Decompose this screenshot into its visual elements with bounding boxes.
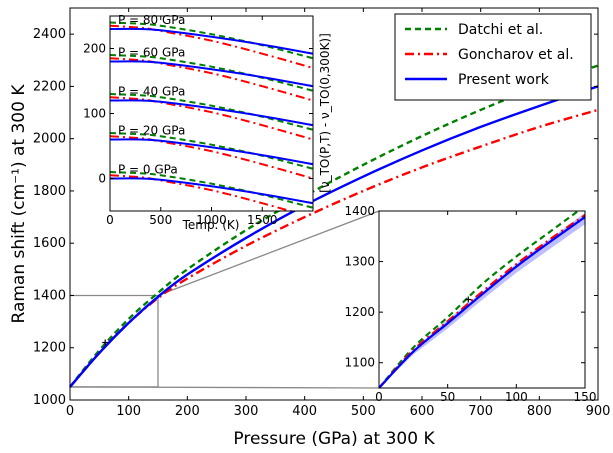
inset-series-line-datchi-et-al — [110, 132, 313, 170]
main-x-axis-label: Pressure (GPa) at 300 K — [233, 429, 435, 449]
legend-label-present: Present work — [458, 72, 550, 88]
inset-series-line-present-work — [110, 177, 313, 205]
y-tick-label: 0 — [98, 172, 106, 186]
zoom-series-line-datchi-et-al — [379, 211, 580, 388]
zoom-series-line-present-work — [379, 216, 585, 388]
inset-series-line-goncharov-et-al — [110, 96, 313, 141]
x-tick-label: 700 — [468, 404, 493, 419]
x-tick-label: 300 — [234, 404, 259, 419]
inset-temp-y-ticks: 0 100 200 — [83, 42, 313, 186]
inset-zoom-data-markers — [465, 296, 472, 303]
inset-series-line-goncharov-et-al — [110, 135, 313, 180]
inset-temp-x-axis-label: Temp. (K) — [182, 218, 240, 232]
y-tick-label: 1400 — [344, 204, 375, 218]
main-chart: 0 100 200 300 400 500 600 700 800 900 10001200140… — [9, 7, 611, 449]
inset-zoom: 0 50 100 150 1100 1200 1300 1400 — [344, 204, 596, 404]
inset-series-line-present-work — [110, 60, 313, 88]
y-tick-label: 1200 — [344, 305, 375, 319]
pressure-annotation: P = 20 GPa — [118, 123, 185, 137]
zoom-connector-line — [69, 386, 380, 389]
inset-zoom-uncertainty-band — [379, 213, 585, 388]
x-tick-label: 0 — [106, 213, 114, 227]
main-series-lines — [69, 64, 599, 388]
inset-series-line-goncharov-et-al — [110, 57, 313, 102]
x-tick-label: 900 — [586, 404, 611, 419]
legend: Datchi et al. Goncharov et al. Present w… — [394, 13, 592, 101]
main-x-ticks: 0 100 200 300 400 500 600 700 800 900 — [66, 8, 611, 419]
zoom-indicator — [69, 210, 380, 389]
y-tick-label: 2200 — [33, 79, 66, 94]
y-tick-label: 1300 — [344, 255, 375, 269]
inset-series-line-present-work — [110, 27, 313, 55]
x-tick-label: 1000 — [196, 213, 227, 227]
series-line-goncharov-et-al — [69, 108, 599, 388]
y-tick-label: 1200 — [33, 341, 66, 356]
inset-series-line-datchi-et-al — [110, 171, 313, 209]
inset-series-line-goncharov-et-al — [110, 24, 313, 69]
y-tick-label: 1800 — [33, 184, 66, 199]
inset-zoom-frame — [378, 210, 586, 389]
inset-zoom-series-lines — [379, 211, 585, 388]
inset-series-line-present-work — [110, 99, 313, 127]
x-tick-label: 200 — [175, 404, 200, 419]
inset-zoom-x-ticks: 0 50 100 150 — [375, 211, 596, 404]
inset-series-line-present-work — [110, 138, 313, 166]
inset-temp-series-lines — [110, 21, 313, 211]
x-tick-label: 500 — [149, 213, 172, 227]
x-tick-label: 0 — [66, 404, 74, 419]
x-tick-label: 50 — [440, 390, 455, 404]
x-tick-label: 150 — [574, 390, 597, 404]
series-line-datchi-et-al — [69, 64, 599, 388]
x-tick-label: 400 — [292, 404, 317, 419]
y-tick-label: 2400 — [33, 27, 66, 42]
legend-label-datchi: Datchi et al. — [458, 22, 543, 38]
zoom-series-line-goncharov-et-al — [379, 214, 585, 388]
pressure-annotation: P = 0 GPa — [118, 162, 178, 176]
x-tick-label: 100 — [116, 404, 141, 419]
x-tick-label: 600 — [410, 404, 435, 419]
main-y-axis-label: Raman shift (cm⁻¹) at 300 K — [9, 84, 29, 324]
x-tick-label: 500 — [351, 404, 376, 419]
pressure-annotation: P = 80 GPa — [118, 13, 185, 27]
x-tick-label: 800 — [527, 404, 552, 419]
y-tick-label: 1100 — [344, 356, 375, 370]
y-tick-label: 100 — [83, 107, 106, 121]
inset-series-line-goncharov-et-al — [110, 174, 294, 211]
pressure-annotation: P = 40 GPa — [118, 84, 185, 98]
y-tick-label: 1400 — [33, 288, 66, 303]
inset-series-line-datchi-et-al — [110, 54, 313, 92]
inset-series-line-datchi-et-al — [110, 93, 313, 131]
inset-temp-y-axis-label: [ν_TO(P,T) - ν_TO(0,300K)] — [318, 33, 332, 193]
pressure-annotation: P = 60 GPa — [118, 45, 185, 59]
y-tick-label: 1000 — [33, 393, 66, 408]
y-tick-label: 2000 — [33, 132, 66, 147]
series-line-present-work — [69, 85, 599, 388]
y-tick-label: 1600 — [33, 236, 66, 251]
inset-series-line-datchi-et-al — [110, 21, 313, 60]
uncertainty-band — [379, 213, 585, 388]
legend-label-goncharov: Goncharov et al. — [458, 47, 574, 63]
main-plot-frame — [69, 7, 599, 401]
x-tick-label: 1500 — [247, 213, 278, 227]
zoom-connector-line — [157, 210, 380, 297]
x-tick-label: 0 — [375, 390, 383, 404]
inset-temperature: P = 0 GPa P = 20 GPa P = 40 GPa P = 60 GPa P… — [83, 13, 332, 232]
y-tick-label: 200 — [83, 42, 106, 56]
x-tick-label: 100 — [505, 390, 528, 404]
inset-temp-x-ticks: 0 500 1000 1500 — [106, 16, 278, 227]
inset-zoom-y-ticks: 1100 1200 1300 1400 — [344, 204, 585, 370]
